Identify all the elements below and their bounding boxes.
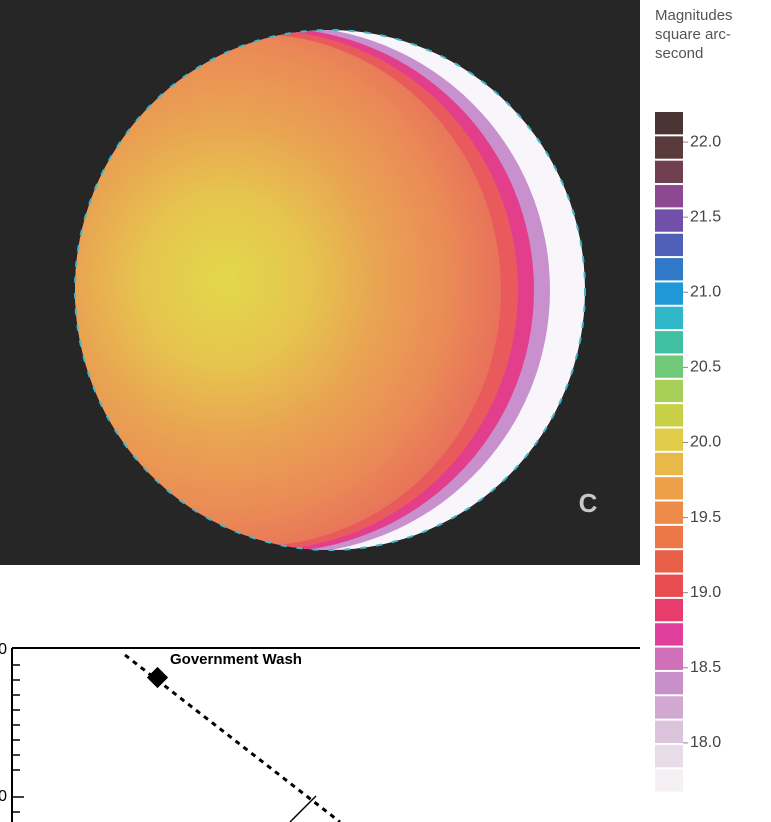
colorbar-swatch xyxy=(655,453,683,475)
colorbar-swatch xyxy=(655,404,683,426)
colorbar-swatch xyxy=(655,745,683,767)
colorbar-tick-label: 18.0 xyxy=(690,734,721,751)
minor-ticks xyxy=(12,665,24,812)
colorbar-swatch xyxy=(655,136,683,158)
colorbar-swatch xyxy=(655,599,683,621)
panel-label: C xyxy=(579,488,598,518)
colorbar-swatch xyxy=(655,769,683,791)
colorbar-swatch xyxy=(655,428,683,450)
colorbar-tick-label: 22.0 xyxy=(690,133,721,150)
colorbar-swatch xyxy=(655,112,683,134)
colorbar-swatch xyxy=(655,721,683,743)
colorbar-swatch xyxy=(655,794,683,816)
colorbar-swatch xyxy=(655,331,683,353)
colorbar-tick-label: 18.5 xyxy=(690,659,721,676)
legend-title: second xyxy=(655,45,703,62)
colorbar-swatch xyxy=(655,234,683,256)
colorbar-swatch xyxy=(655,502,683,524)
legend-title: square arc- xyxy=(655,26,731,43)
colorbar-tick-label: 21.0 xyxy=(690,283,721,300)
y-tick-label: 0 xyxy=(0,788,7,805)
figure: C 0 0 Government Wash Magnitudes square a… xyxy=(0,0,771,822)
colorbar-swatch xyxy=(655,696,683,718)
colorbar-swatch xyxy=(655,307,683,329)
colorbar-swatch xyxy=(655,355,683,377)
site-marker xyxy=(147,667,168,688)
legend-title: Magnitudes xyxy=(655,7,733,24)
colorbar-tick-label: 19.5 xyxy=(690,509,721,526)
y-tick-label: 0 xyxy=(0,641,7,658)
colorbar-tick-label: 20.0 xyxy=(690,434,721,451)
colorbar-swatch xyxy=(655,161,683,183)
colorbar-swatch xyxy=(655,185,683,207)
colorbar-swatch xyxy=(655,672,683,694)
leader-line xyxy=(290,796,316,822)
colorbar-tick-label: 20.5 xyxy=(690,359,721,376)
colorbar-swatch xyxy=(655,575,683,597)
colorbar-swatch xyxy=(655,282,683,304)
colorbar-swatch xyxy=(655,526,683,548)
colorbar-tick-label: 19.0 xyxy=(690,584,721,601)
colorbar-swatch xyxy=(655,623,683,645)
colorbar-swatch xyxy=(655,550,683,572)
page: C 0 0 Government Wash Magnitudes square a… xyxy=(0,0,771,822)
colorbar-tick-label: 21.5 xyxy=(690,208,721,225)
colorbar-swatch xyxy=(655,258,683,280)
colorbar-swatch xyxy=(655,209,683,231)
colorbar-swatch xyxy=(655,380,683,402)
colorbar-swatch xyxy=(655,648,683,670)
colorbar-swatch xyxy=(655,477,683,499)
site-label: Government Wash xyxy=(170,651,302,668)
